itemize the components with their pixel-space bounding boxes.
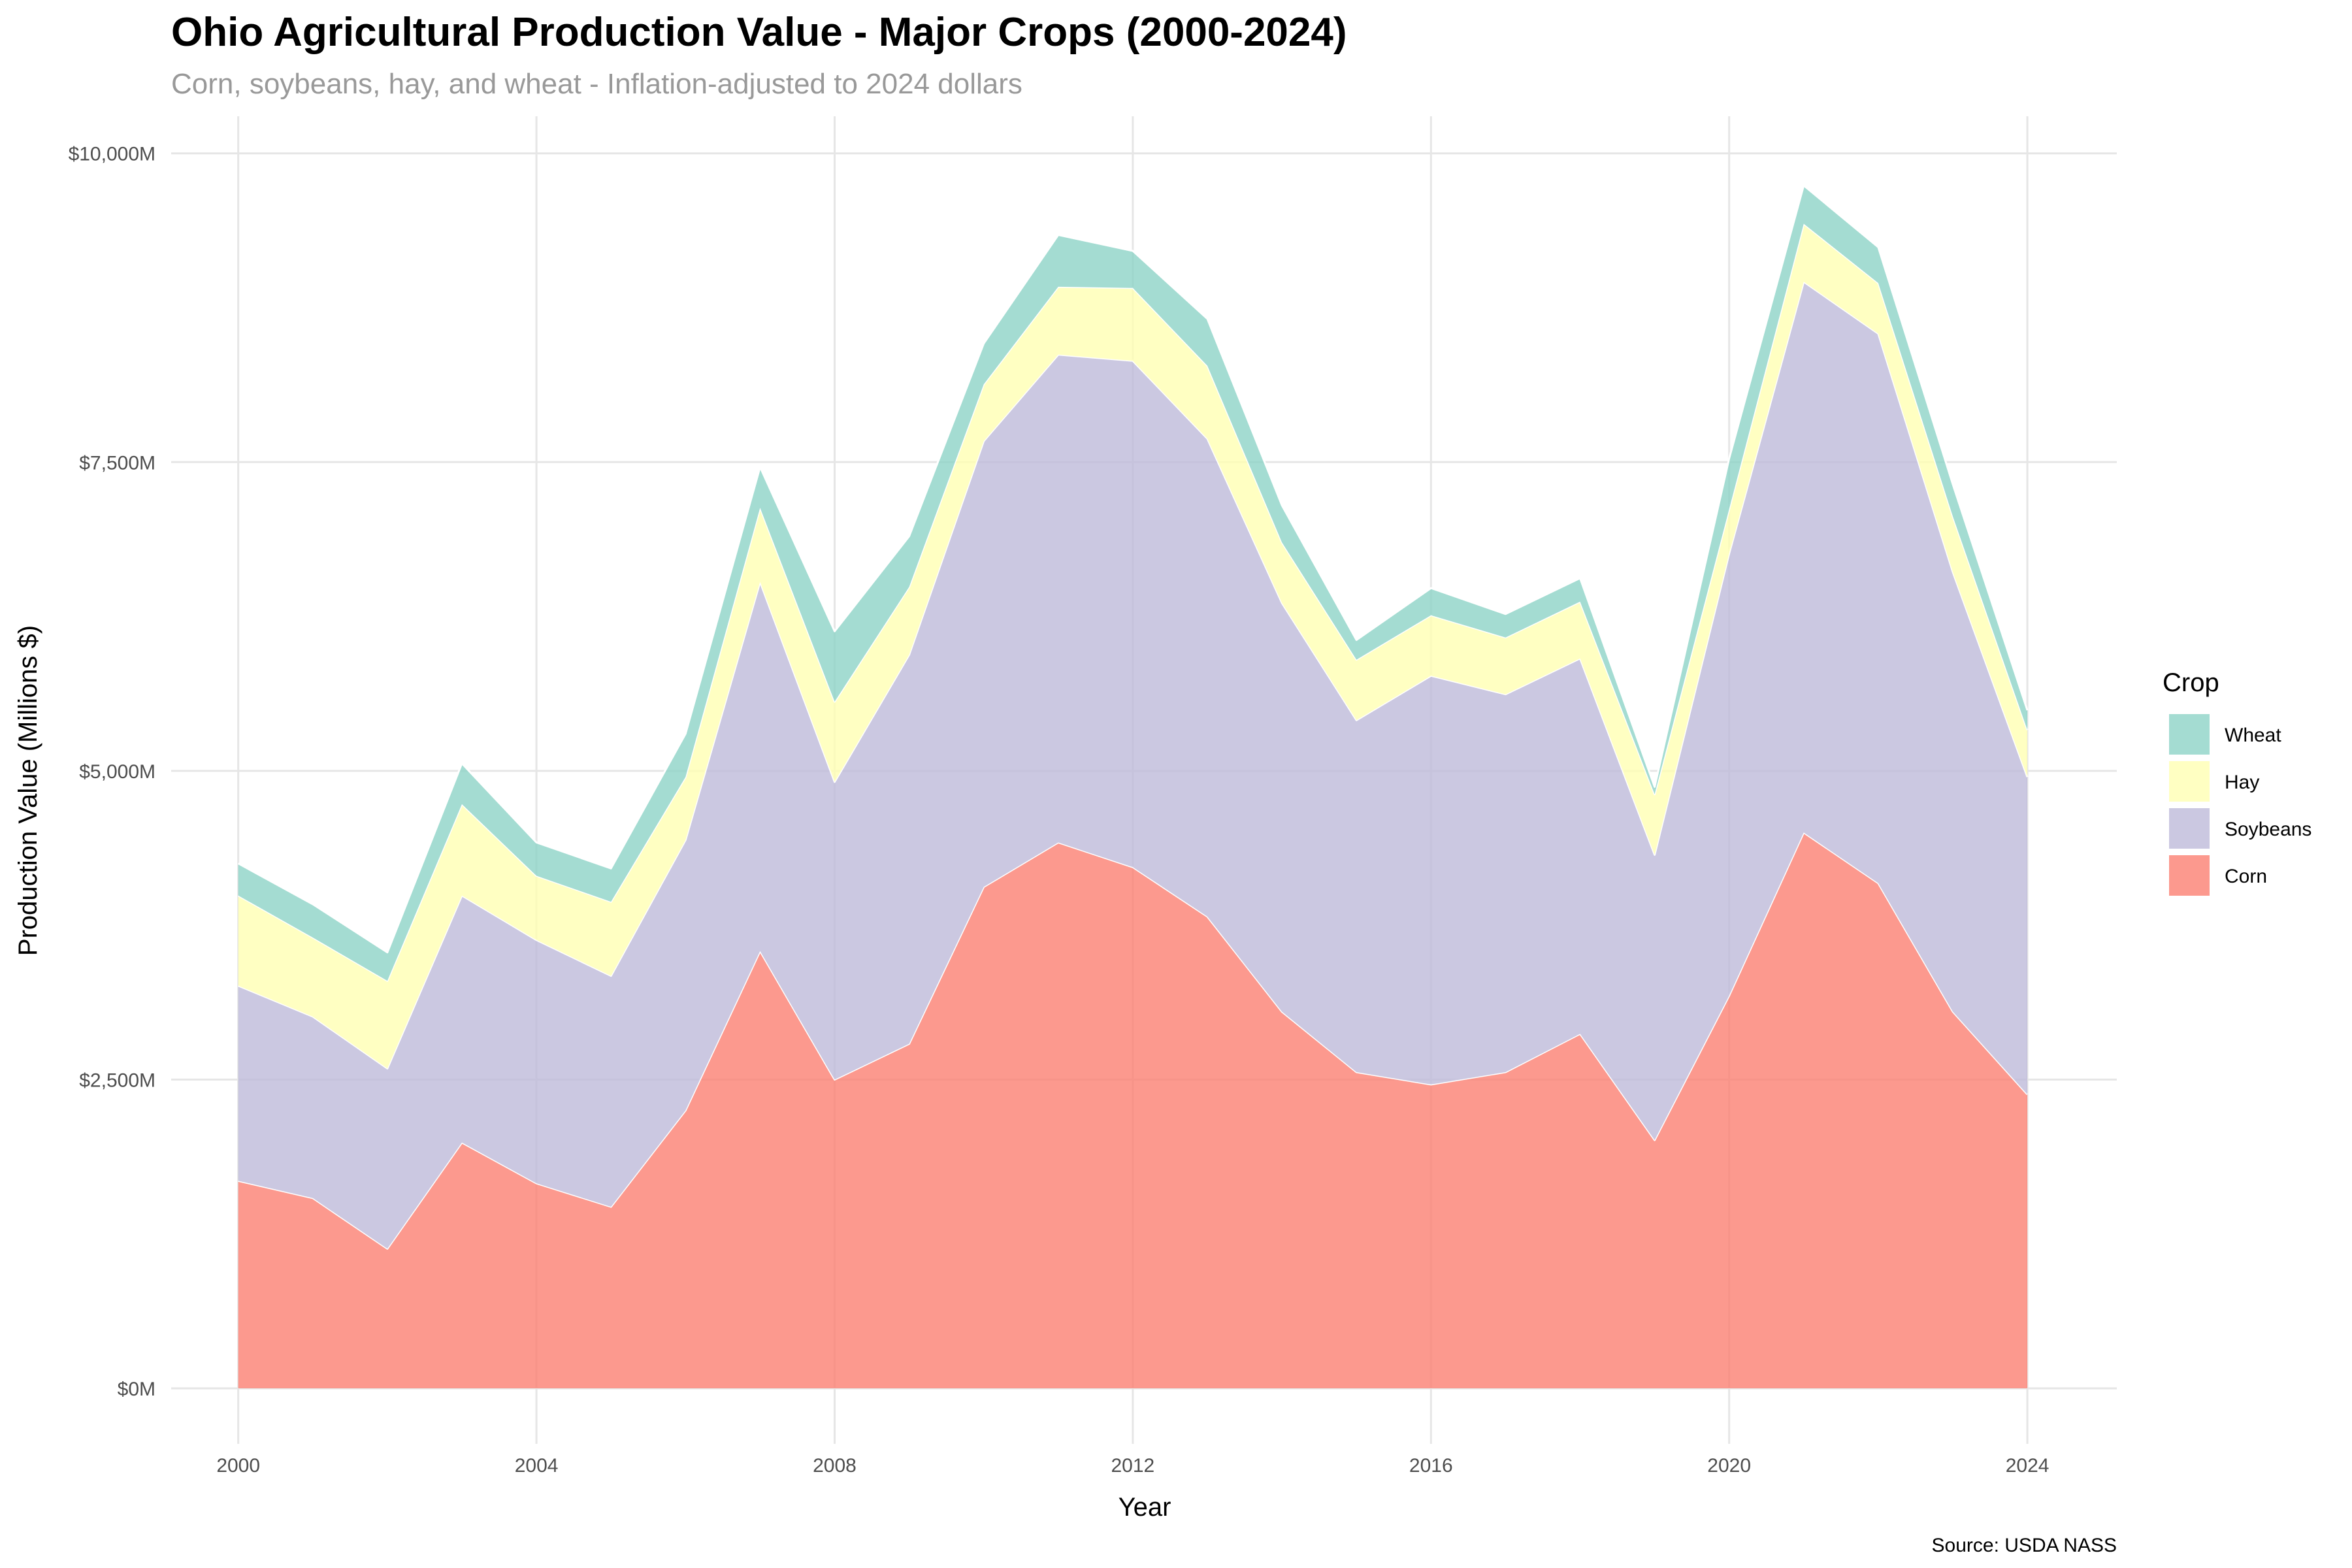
y-tick-label: $10,000M [69,144,155,165]
x-tick-label: 2016 [1409,1455,1453,1477]
legend-label-hay: Hay [2225,772,2259,793]
legend-key-wheat [2169,714,2210,755]
x-tick-label: 2008 [813,1455,857,1477]
x-tick-label: 2000 [216,1455,260,1477]
y-tick-label: $7,500M [79,452,155,474]
y-axis-ticks: $0M $2,500M $5,000M $7,500M $10,000M [69,144,155,1400]
y-axis-title: Production Value (Millions $) [14,625,42,956]
area-wheat [238,185,2028,981]
chart-caption: Source: USDA NASS [1932,1535,2117,1556]
y-tick-label: $2,500M [79,1070,155,1091]
x-axis-title: Year [1119,1493,1171,1522]
legend-label-corn: Corn [2225,866,2267,887]
legend-key-hay [2169,761,2210,802]
x-tick-label: 2024 [2006,1455,2050,1477]
area-soybeans [238,282,2028,1249]
area-series [237,184,2029,1388]
chart-title: Ohio Agricultural Production Value - Maj… [171,10,1347,55]
legend: Wheat Hay Soybeans Corn [2169,714,2311,896]
x-axis-ticks: 2000 2004 2008 2012 2016 2020 2024 [216,1455,2049,1477]
area-outline-wheat [237,184,2029,954]
y-tick-label: $0M [118,1379,155,1400]
area-corn [238,832,2028,1388]
legend-label-soybeans: Soybeans [2225,819,2311,840]
legend-key-corn [2169,855,2210,896]
x-tick-label: 2020 [1707,1455,1751,1477]
chart-subtitle: Corn, soybeans, hay, and wheat - Inflati… [171,68,1022,100]
legend-title: Crop [2163,668,2219,697]
area-hay [238,223,2028,1069]
y-tick-label: $5,000M [79,761,155,783]
legend-key-soybeans [2169,808,2210,849]
x-tick-label: 2004 [515,1455,559,1477]
x-tick-label: 2012 [1111,1455,1155,1477]
legend-label-wheat: Wheat [2225,725,2281,746]
